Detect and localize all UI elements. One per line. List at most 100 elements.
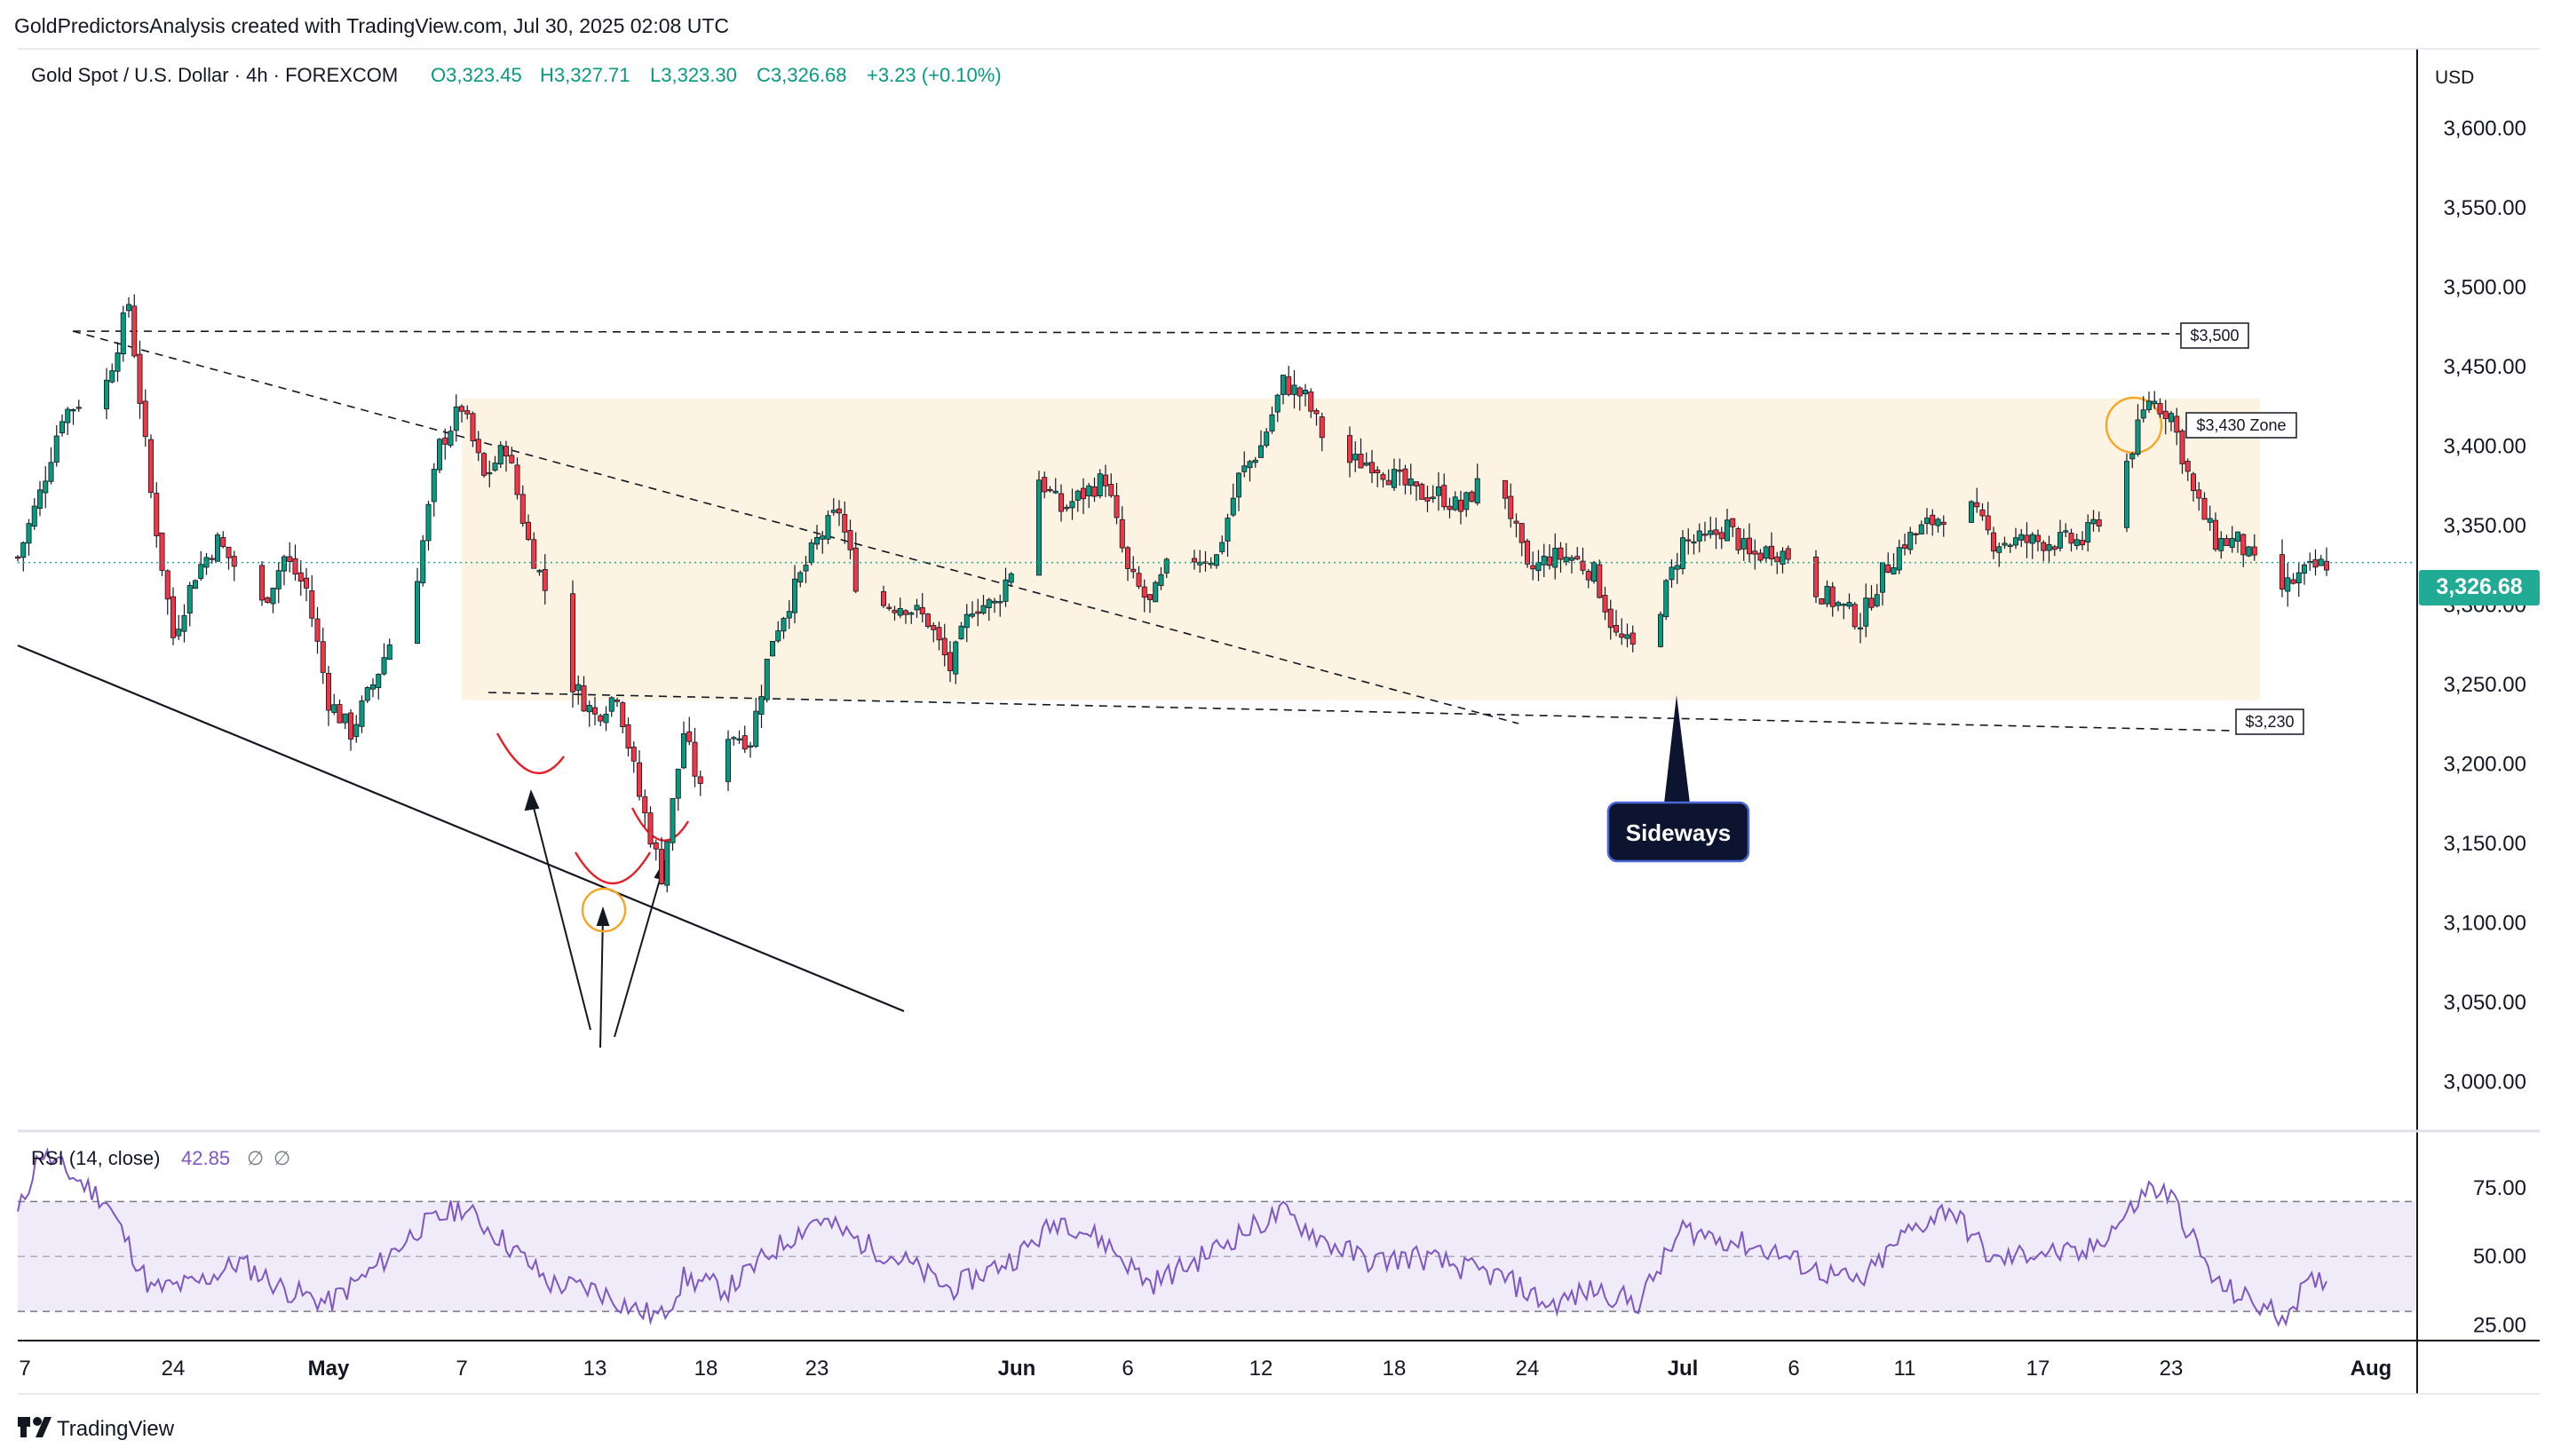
candle[interactable]: [1264, 428, 1270, 448]
candle[interactable]: [1363, 452, 1369, 467]
candle[interactable]: [1119, 506, 1125, 553]
candle[interactable]: [1419, 482, 1425, 500]
candle[interactable]: [509, 447, 515, 464]
candle[interactable]: [1752, 539, 1758, 570]
candle[interactable]: [2290, 573, 2296, 585]
time-axis[interactable]: 7 24 May 7 13 18 23 Jun 6 12 18 24 Jul 6 11 17 23 Aug: [19, 1357, 2391, 1381]
candle[interactable]: [758, 684, 765, 729]
candle[interactable]: [1086, 482, 1092, 509]
candle[interactable]: [43, 466, 49, 509]
candle[interactable]: [2123, 453, 2129, 533]
candle[interactable]: [331, 693, 337, 716]
candle[interactable]: [2129, 452, 2136, 469]
candle[interactable]: [986, 597, 992, 621]
candle[interactable]: [1313, 408, 1320, 426]
candle[interactable]: [31, 498, 37, 530]
candle[interactable]: [675, 768, 681, 811]
candle[interactable]: [192, 579, 198, 590]
candle[interactable]: [1574, 547, 1581, 561]
candle[interactable]: [947, 641, 954, 683]
candle[interactable]: [2224, 534, 2230, 546]
candle[interactable]: [481, 452, 488, 478]
candle[interactable]: [992, 597, 998, 613]
candle[interactable]: [1214, 554, 1220, 569]
candle[interactable]: [1202, 550, 1209, 572]
candle[interactable]: [1614, 610, 1620, 637]
candle[interactable]: [1597, 559, 1603, 599]
candle[interactable]: [1114, 482, 1120, 525]
candle[interactable]: [2201, 492, 2208, 520]
candle[interactable]: [1258, 430, 1265, 458]
candle[interactable]: [1380, 471, 1386, 488]
candle[interactable]: [2063, 523, 2069, 538]
candle[interactable]: [748, 741, 754, 758]
candle[interactable]: [1985, 502, 1991, 535]
candle[interactable]: [2301, 563, 2307, 585]
candle[interactable]: [586, 700, 592, 727]
candle[interactable]: [514, 457, 520, 500]
candle[interactable]: [919, 593, 925, 623]
candle[interactable]: [781, 616, 787, 639]
candle[interactable]: [1436, 471, 1442, 511]
candle[interactable]: [1047, 486, 1053, 493]
candle[interactable]: [1375, 466, 1381, 487]
candle[interactable]: [2212, 512, 2218, 552]
candle[interactable]: [503, 440, 510, 472]
candle[interactable]: [2034, 529, 2041, 552]
candle[interactable]: [1763, 545, 1769, 564]
candle[interactable]: [1158, 566, 1164, 590]
candle[interactable]: [1447, 497, 1453, 518]
candle[interactable]: [892, 605, 898, 621]
candle[interactable]: [570, 580, 576, 708]
tradingview-logo[interactable]: TradingView: [18, 1417, 175, 1441]
candle[interactable]: [1591, 560, 1598, 584]
candle[interactable]: [1208, 557, 1214, 569]
candle[interactable]: [2096, 511, 2102, 533]
candle[interactable]: [1530, 551, 1536, 581]
candle[interactable]: [2162, 400, 2169, 435]
candle[interactable]: [198, 550, 204, 582]
candle[interactable]: [2174, 408, 2180, 446]
candle[interactable]: [220, 531, 226, 549]
candle[interactable]: [109, 363, 115, 384]
candle[interactable]: [830, 498, 836, 516]
candle[interactable]: [1846, 593, 1852, 610]
right-shoulder-curve[interactable]: [630, 807, 690, 842]
candle[interactable]: [2018, 528, 2025, 548]
support-3230-line[interactable]: [488, 692, 2234, 732]
candle[interactable]: [1730, 518, 1736, 537]
candle[interactable]: [630, 741, 637, 773]
candle[interactable]: [1696, 523, 1702, 553]
trendline-drawings[interactable]: [17, 330, 2234, 1013]
candle[interactable]: [825, 510, 831, 544]
high-highlight-circle[interactable]: [2105, 396, 2163, 455]
candle[interactable]: [770, 640, 776, 657]
candle[interactable]: [137, 340, 143, 419]
candle[interactable]: [1780, 547, 1786, 574]
candle[interactable]: [48, 447, 54, 485]
candle[interactable]: [2145, 392, 2152, 413]
candle[interactable]: [925, 613, 932, 629]
candle[interactable]: [170, 587, 176, 645]
candle[interactable]: [1785, 545, 1791, 564]
candle[interactable]: [1074, 489, 1081, 512]
candle[interactable]: [1863, 583, 1869, 637]
candle[interactable]: [881, 585, 887, 608]
candle[interactable]: [1303, 384, 1309, 407]
candle[interactable]: [70, 408, 76, 425]
pattern-markers[interactable]: [496, 732, 690, 885]
candle[interactable]: [1058, 484, 1065, 522]
candle[interactable]: [897, 597, 903, 619]
candle[interactable]: [975, 598, 981, 627]
rsi-scale[interactable]: 75.00 50.00 25.00: [2473, 1176, 2526, 1338]
candle[interactable]: [1918, 520, 1924, 534]
candle[interactable]: [2295, 563, 2302, 597]
candle[interactable]: [847, 519, 853, 559]
candle[interactable]: [1541, 543, 1547, 578]
candle[interactable]: [2196, 482, 2202, 511]
candle[interactable]: [1358, 438, 1364, 469]
candle[interactable]: [1824, 580, 1830, 607]
candle[interactable]: [1508, 483, 1514, 528]
candle[interactable]: [342, 713, 348, 730]
candle[interactable]: [20, 541, 27, 572]
